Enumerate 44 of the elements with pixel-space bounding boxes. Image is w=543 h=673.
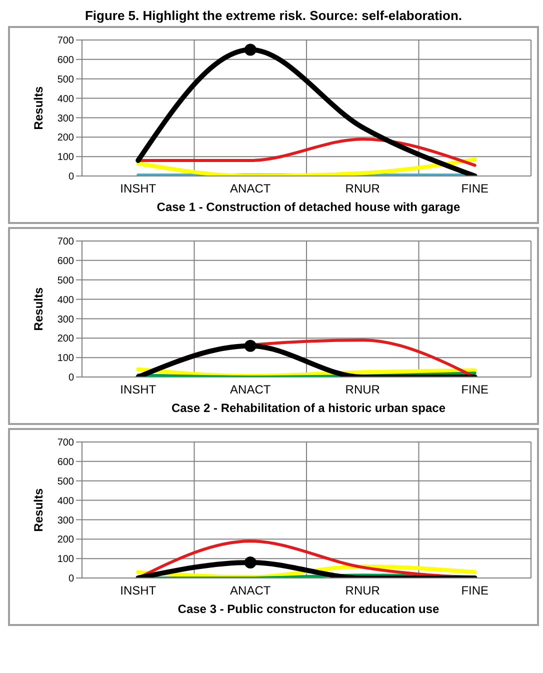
y-tick-label: 200 bbox=[57, 534, 74, 546]
x-tick-label: RNUR bbox=[345, 182, 380, 196]
x-axis-title: Case 2 - Rehabilitation of a historic urban space bbox=[170, 401, 447, 417]
y-tick-label: 500 bbox=[57, 74, 74, 86]
x-tick-label: ANACT bbox=[230, 584, 272, 598]
y-axis-title: Results bbox=[31, 488, 46, 532]
y-tick-label: 400 bbox=[57, 496, 74, 507]
y-tick-label: 0 bbox=[68, 172, 74, 183]
x-tick-label: RNUR bbox=[345, 382, 380, 397]
x-axis-title: Case 3 - Public constructon for education use bbox=[176, 602, 440, 618]
y-tick-label: 600 bbox=[57, 256, 74, 267]
y-axis-title: Results bbox=[31, 86, 46, 130]
y-tick-label: 100 bbox=[57, 353, 74, 364]
x-axis-title: Case 1 - Construction of detached house with garage bbox=[156, 200, 462, 216]
y-axis-title: Results bbox=[31, 287, 46, 331]
line-series bbox=[136, 157, 477, 176]
y-tick-label: 300 bbox=[57, 113, 74, 124]
x-tick-label: ANACT bbox=[230, 182, 272, 196]
y-tick-label: 700 bbox=[57, 438, 74, 449]
y-tick-label: 200 bbox=[57, 334, 74, 345]
y-tick-label: 600 bbox=[57, 456, 74, 468]
y-tick-label: 300 bbox=[57, 314, 74, 326]
y-tick-label: 500 bbox=[57, 476, 74, 488]
x-tick-label: FINE bbox=[461, 182, 489, 196]
y-tick-label: 700 bbox=[57, 36, 74, 47]
x-tick-label: FINE bbox=[461, 382, 489, 397]
x-tick-label: INSHT bbox=[120, 182, 157, 196]
x-tick-label: FINE bbox=[461, 584, 489, 598]
y-tick-label: 100 bbox=[57, 554, 74, 566]
y-tick-label: 0 bbox=[68, 372, 74, 384]
y-tick-label: 400 bbox=[57, 94, 74, 105]
y-tick-label: 100 bbox=[57, 152, 74, 164]
y-tick-label: 300 bbox=[57, 515, 74, 526]
y-tick-label: 700 bbox=[57, 236, 74, 248]
y-tick-label: 500 bbox=[57, 275, 74, 286]
y-tick-label: 0 bbox=[68, 574, 74, 585]
x-tick-label: INSHT bbox=[120, 382, 157, 397]
x-tick-label: INSHT bbox=[120, 584, 157, 598]
x-tick-label: RNUR bbox=[345, 584, 380, 598]
y-tick-label: 200 bbox=[57, 132, 74, 144]
y-tick-label: 400 bbox=[57, 294, 74, 306]
y-tick-label: 600 bbox=[57, 54, 74, 66]
x-tick-label: ANACT bbox=[230, 382, 272, 397]
chart-title: Figure 5. Highlight the extreme risk. Source: self-elaboration. bbox=[84, 8, 464, 23]
